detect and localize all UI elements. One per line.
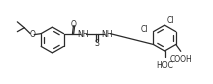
Text: Cl: Cl xyxy=(141,25,148,34)
Text: O: O xyxy=(29,30,35,39)
Text: HOC: HOC xyxy=(156,61,173,70)
Text: S: S xyxy=(94,39,99,48)
Text: O: O xyxy=(71,20,77,29)
Text: Cl: Cl xyxy=(167,16,174,25)
Text: COOH: COOH xyxy=(169,55,192,64)
Text: NH: NH xyxy=(102,30,113,39)
Text: NH: NH xyxy=(78,30,89,39)
